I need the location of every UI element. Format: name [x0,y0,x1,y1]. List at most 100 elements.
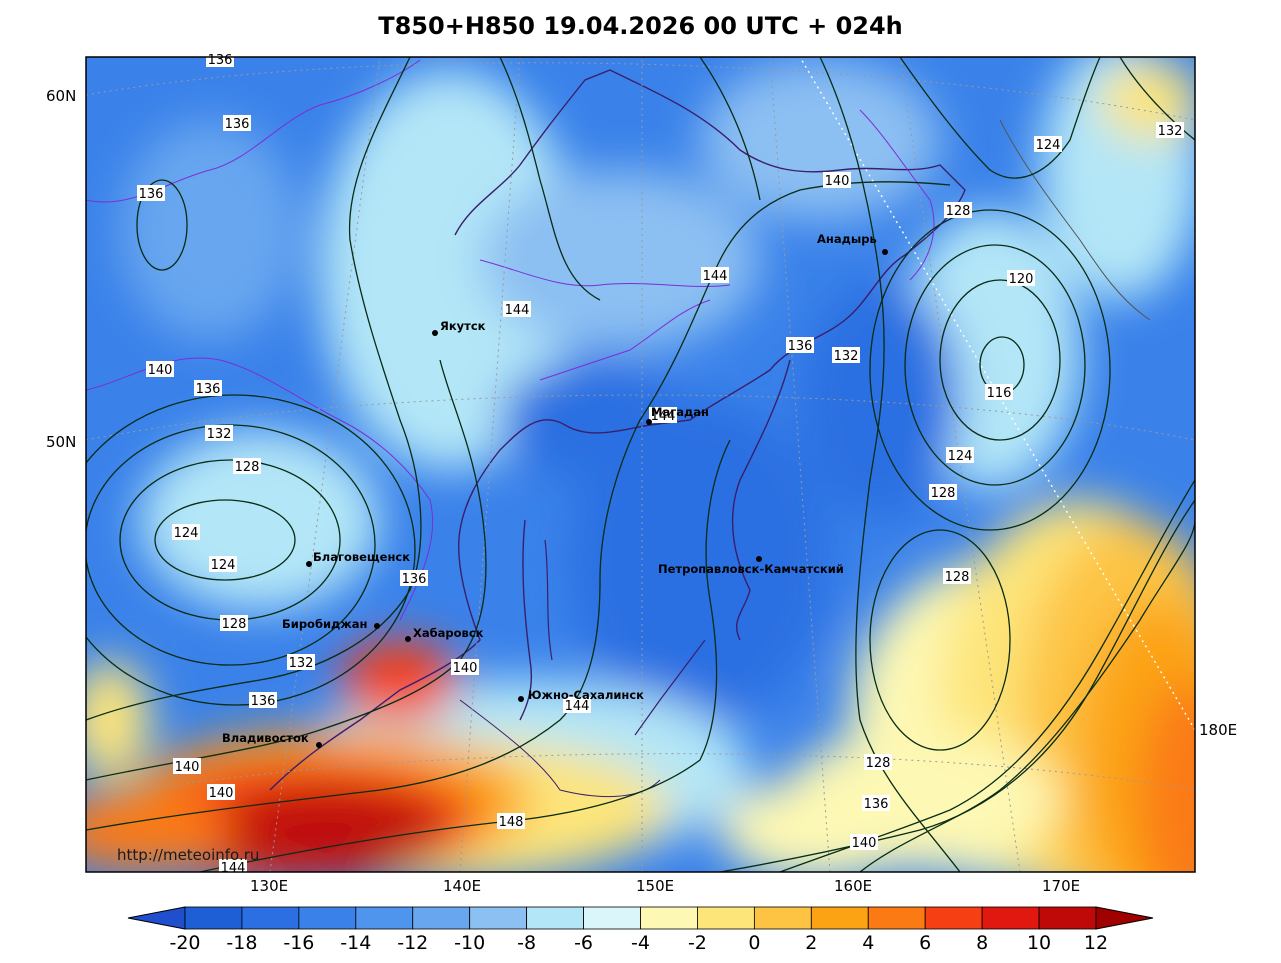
contour-label: 148 [499,815,524,830]
contour-label: 128 [222,617,247,632]
contour-label-bg [287,654,315,670]
lon-label-170e: 170E [1042,877,1080,895]
contour-label-bg [563,697,591,713]
contour-label-bg [1156,122,1184,138]
contour-label-bg [205,425,233,441]
contour-label: 132 [207,427,232,442]
contour-label: 128 [931,486,956,501]
contour-label: 124 [174,526,199,541]
contour-label-bg [451,659,479,675]
city-label: Якутск [440,319,486,333]
contour-label-bg [786,337,814,353]
contour-label: 124 [1036,138,1061,153]
colorbar-swatch [810,906,869,930]
contour-label: 136 [196,382,221,397]
city-label: Биробиджан [282,617,367,631]
contour-label-bg [944,202,972,218]
city-marker [882,249,888,255]
colorbar-swatch [753,906,812,930]
contour-label: 136 [208,53,233,68]
contour-label: 132 [834,349,859,364]
map-title: T850+H850 19.04.2026 00 UTC + 024h [378,12,903,40]
contour-label: 140 [852,836,877,851]
city-group: Якутск Магадан Анадырь Благовещенск Биробидж… [222,232,888,748]
city-marker [432,330,438,336]
contour-label: 136 [788,339,813,354]
city-label: Благовещенск [313,550,410,564]
contour-label-bg [985,384,1013,400]
colorbar-swatch [697,906,755,930]
colorbar-tick-label: -8 [517,932,536,954]
contour-label-bg [137,185,165,201]
city-marker [518,696,524,702]
city-label: Южно-Сахалинск [528,688,644,702]
contour-label: 140 [825,174,850,189]
contour-label-bg [209,556,237,572]
colorbar-tick-label: 2 [805,932,817,954]
lon-label-150e: 150E [636,877,674,895]
contour-label: 140 [175,760,200,775]
contour-label-bg [220,615,248,631]
colorbar-tick-label: -4 [631,932,650,954]
contour-label: 116 [987,386,1012,401]
lon-label-160e: 160E [834,877,872,895]
contour-label: 136 [864,797,889,812]
contour-label-bg [146,361,174,377]
city-label: Владивосток [222,731,309,745]
city-label: Хабаровск [413,626,484,640]
colorbar-swatch [526,906,584,930]
city-marker [756,556,762,562]
colorbar-swatch [241,906,300,930]
contour-label-bg [206,51,234,67]
colorbar-swatch [355,906,414,930]
colorbar-tick-label: 6 [919,932,931,954]
contour-label-bg [194,380,222,396]
contour-label-bg [173,758,201,774]
contour-label-bg [832,347,860,363]
contour-label: 120 [1009,272,1034,287]
contour-label: 140 [453,661,478,676]
contour-label: 132 [289,656,314,671]
colorbar-tick-label: -16 [283,932,314,954]
contour-label-bg [850,834,878,850]
colorbar-swatch [412,906,471,930]
lon-label-130e: 130E [250,877,288,895]
contour-label: 144 [505,303,530,318]
contour-label: 136 [251,694,276,709]
colorbar-swatch [924,906,983,930]
city-label: Магадан [651,405,709,419]
colorbar: -20 -18 -16 -14 -12 -10 -8 -6 -4 -2 0 2 4 6 8 10 12 [127,906,1154,954]
contour-label-bg [249,692,277,708]
colorbar-swatch [298,906,357,930]
contour-label: 128 [866,756,891,771]
city-marker [306,561,312,567]
contour-label-bg [233,458,261,474]
contour-label: 136 [139,187,164,202]
contour-label-bg [1034,136,1062,152]
colorbar-tick-label: 10 [1027,932,1051,954]
colorbar-swatch [469,906,528,930]
city-marker [374,623,380,629]
colorbar-high-arrow [1095,906,1154,930]
contour-label-bg [862,795,890,811]
contour-label: 124 [211,558,236,573]
colorbar-swatch [583,906,641,930]
contour-label-bg [943,568,971,584]
contour-label-bg [172,524,200,540]
contour-label-bg [823,172,851,188]
map-frame [85,56,1196,873]
url-watermark: http://meteoinfo.ru [117,846,259,864]
contour-label: 136 [402,572,427,587]
contour-label: 128 [235,460,260,475]
contour-label-bg [946,447,974,463]
city-marker [646,419,652,425]
lon-label-180e: 180E [1199,721,1237,739]
colorbar-tick-label: -12 [397,932,428,954]
colorbar-tick-label: -2 [688,932,707,954]
colorbar-swatch [640,906,698,930]
contour-label-bg [207,784,235,800]
contour-label-bg [400,570,428,586]
contour-label-bg [503,301,531,317]
contour-label: 140 [209,786,234,801]
